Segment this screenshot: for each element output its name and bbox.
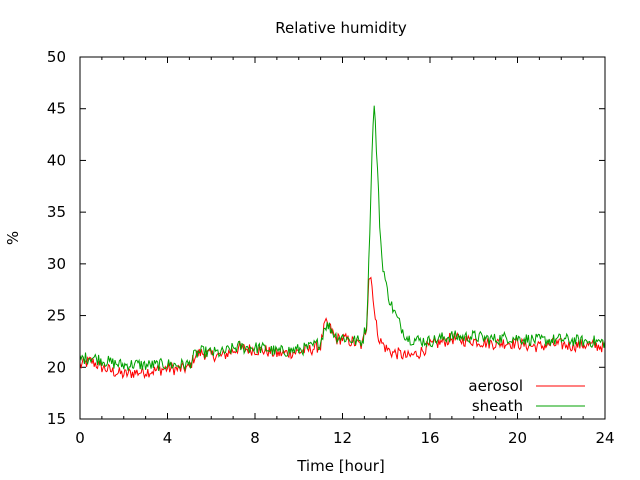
data-series	[79, 105, 606, 380]
x-tick-label: 16	[420, 429, 439, 447]
x-tick-label: 8	[250, 429, 260, 447]
y-tick-label: 25	[47, 307, 66, 325]
y-tick-label: 40	[47, 151, 66, 169]
y-tick-label: 45	[47, 100, 66, 118]
legend: aerosol sheath	[468, 377, 585, 415]
y-axis-label: %	[4, 231, 22, 245]
y-tick-label: 35	[47, 203, 66, 221]
x-tick-label: 20	[508, 429, 527, 447]
x-tick-label: 12	[333, 429, 352, 447]
y-tick-label: 30	[47, 255, 66, 273]
x-axis-label: Time [hour]	[296, 457, 385, 475]
axis-ticks	[79, 56, 606, 420]
plot-frame	[79, 56, 606, 420]
y-tick-label: 20	[47, 358, 66, 376]
x-tick-label: 0	[75, 429, 85, 447]
legend-label-sheath: sheath	[472, 397, 523, 415]
chart-title: Relative humidity	[275, 19, 407, 37]
y-tick-label: 50	[47, 48, 66, 66]
series-line-sheath	[79, 105, 606, 372]
tick-labels: 0 4 8 12 16 20 24 15 20 25 30 35 40 45 50	[47, 48, 615, 447]
x-tick-label: 4	[163, 429, 173, 447]
series-line-aerosol	[79, 276, 606, 380]
x-tick-label: 24	[595, 429, 614, 447]
legend-label-aerosol: aerosol	[468, 377, 523, 395]
y-tick-label: 15	[47, 410, 66, 428]
